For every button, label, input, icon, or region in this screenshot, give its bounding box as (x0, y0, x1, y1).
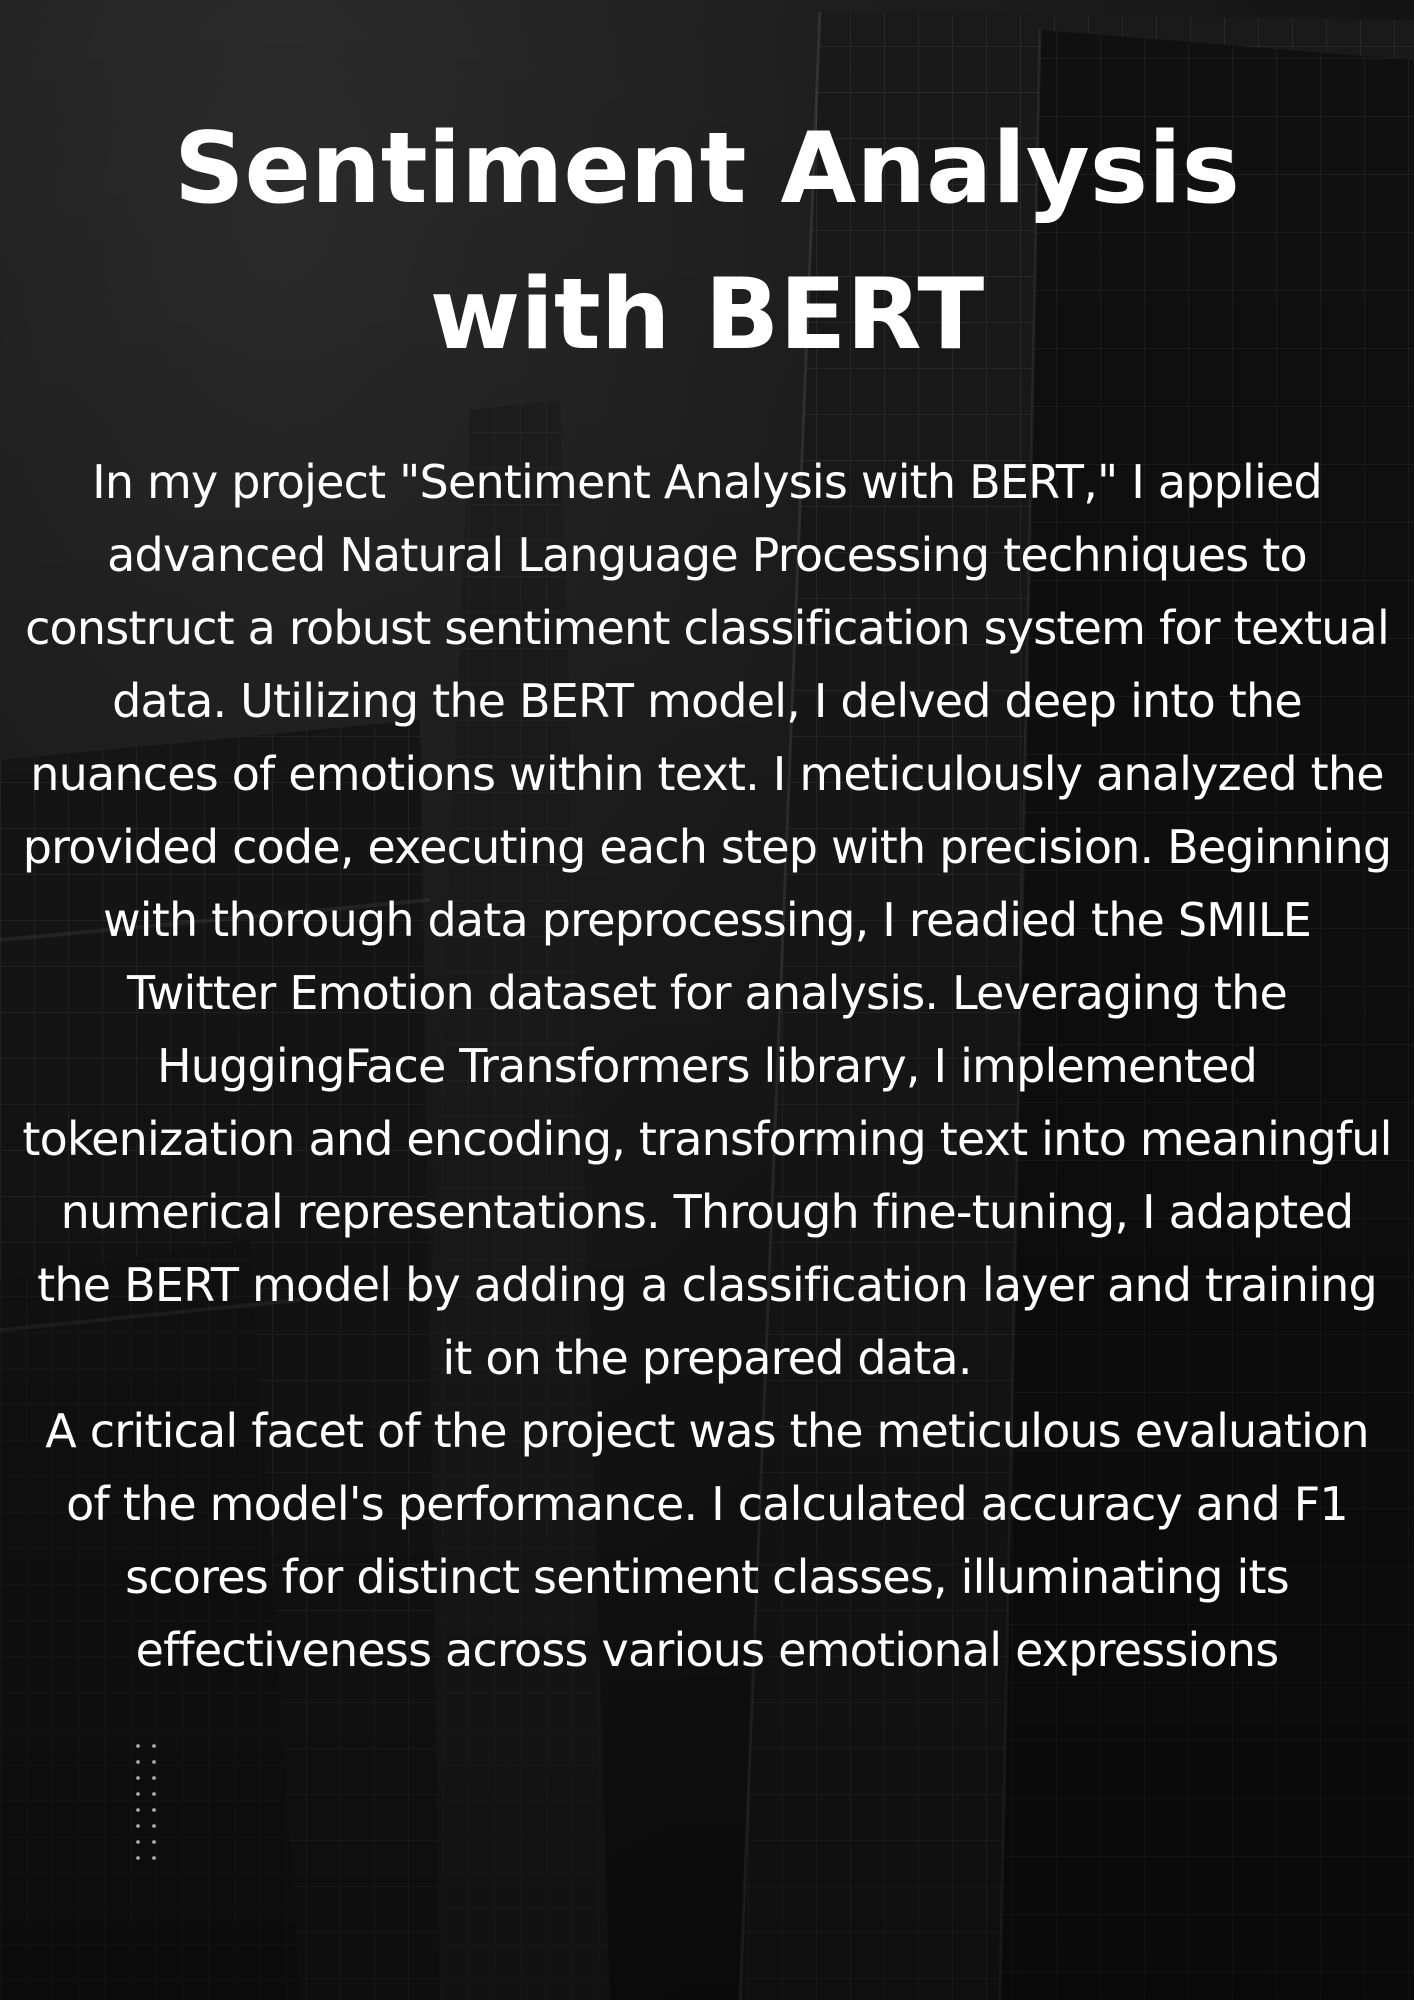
poster-title: Sentiment Analysis with BERT (173, 112, 1241, 372)
description-paragraph-1: In my project "Sentiment Analysis with B… (22, 455, 1392, 1385)
description-paragraph-2: A critical facet of the project was the … (45, 1404, 1369, 1677)
project-description: In my project "Sentiment Analysis with B… (22, 446, 1392, 1687)
poster-content: Sentiment Analysis with BERT In my proje… (22, 112, 1392, 1687)
decorative-dot-grid (130, 1738, 166, 1870)
